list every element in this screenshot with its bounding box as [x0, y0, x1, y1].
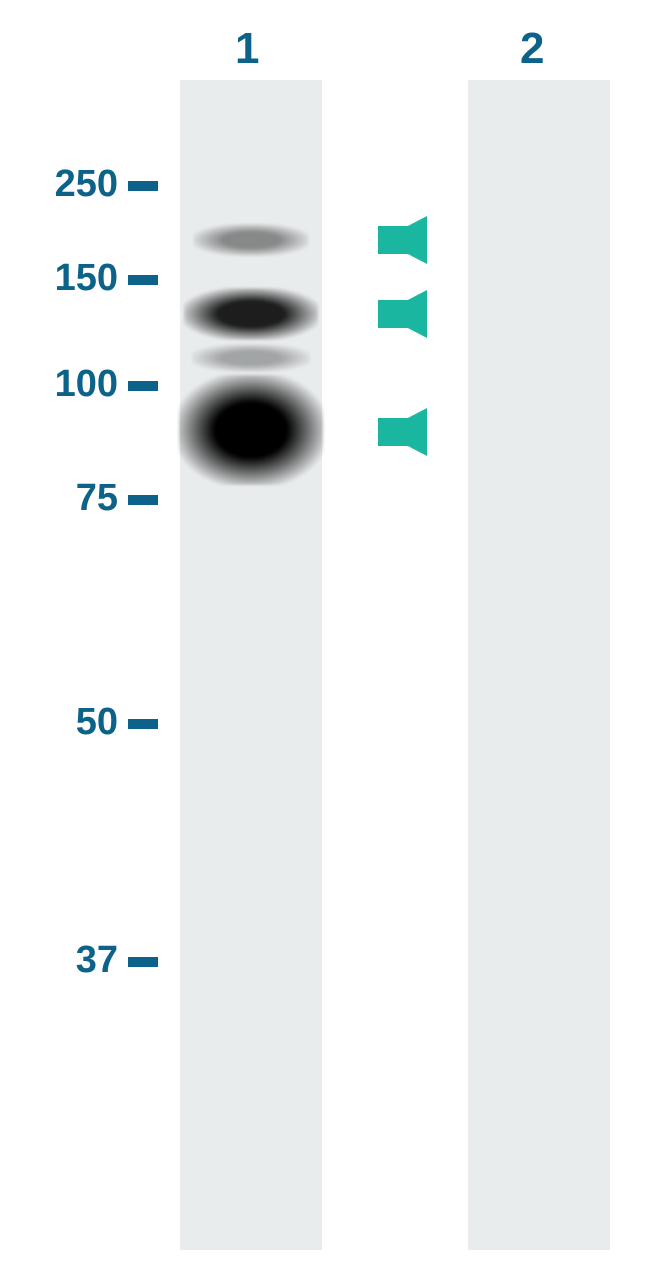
blot-figure: 1 2 250 150 100 75 50 37	[0, 0, 650, 1270]
lane-1	[180, 80, 322, 1250]
band	[184, 288, 318, 340]
mw-label-150: 150	[8, 257, 118, 300]
band	[192, 344, 310, 372]
mw-label-50: 50	[8, 701, 118, 744]
mw-label-250: 250	[8, 163, 118, 206]
band	[194, 224, 309, 256]
mw-label-75: 75	[8, 477, 118, 520]
lane-header-2: 2	[520, 24, 544, 74]
lane-background	[468, 80, 610, 1250]
mw-tick	[128, 957, 158, 967]
band	[179, 375, 324, 485]
mw-label-37: 37	[8, 939, 118, 982]
mw-tick	[128, 719, 158, 729]
mw-tick	[128, 495, 158, 505]
lane-header-1: 1	[235, 24, 259, 74]
mw-tick	[128, 181, 158, 191]
lane-2	[468, 80, 610, 1250]
mw-tick	[128, 381, 158, 391]
mw-label-100: 100	[8, 363, 118, 406]
mw-tick	[128, 275, 158, 285]
